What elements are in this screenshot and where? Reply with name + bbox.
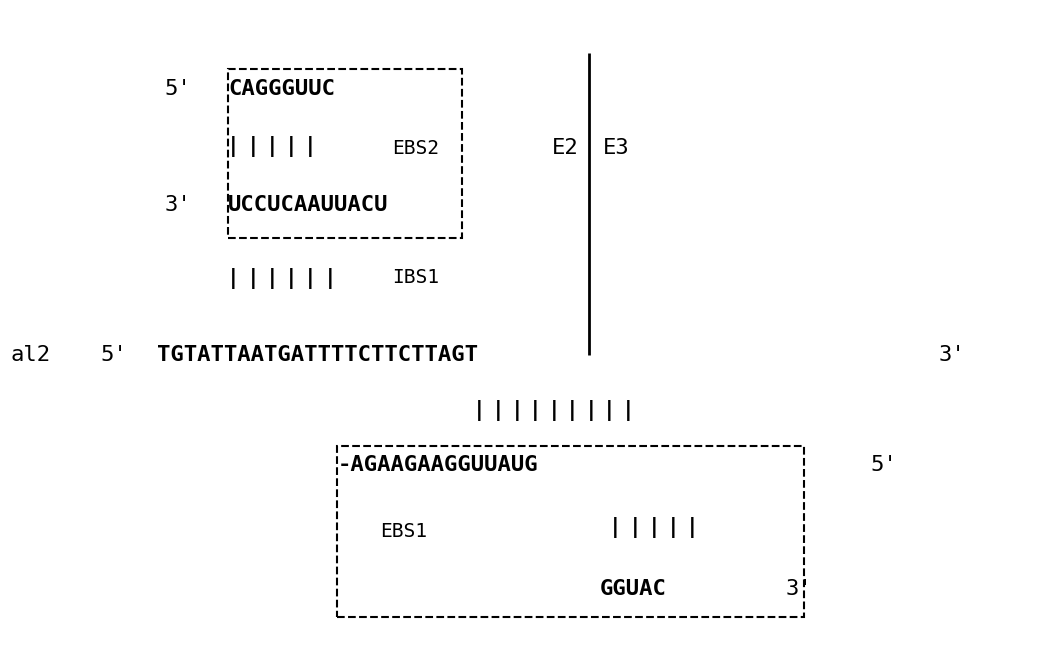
- Text: |: |: [285, 268, 298, 289]
- Text: |: |: [246, 268, 259, 289]
- Text: |: |: [585, 400, 597, 421]
- Text: |: |: [628, 517, 641, 539]
- Text: IBS1: IBS1: [393, 268, 439, 286]
- Text: |: |: [305, 268, 317, 289]
- Text: |: |: [492, 400, 504, 421]
- Text: GGUAC: GGUAC: [599, 579, 666, 599]
- Text: |: |: [510, 400, 523, 421]
- Text: EBS2: EBS2: [393, 139, 439, 158]
- Text: |: |: [609, 517, 622, 539]
- Text: 5': 5': [101, 345, 127, 365]
- Text: |: |: [604, 400, 615, 421]
- Text: CAGGGUUC: CAGGGUUC: [228, 79, 335, 99]
- Text: |: |: [227, 268, 240, 289]
- Text: E2: E2: [552, 139, 578, 158]
- Text: |: |: [667, 517, 680, 539]
- Text: |: |: [285, 136, 298, 157]
- Text: |: |: [246, 136, 259, 157]
- Text: E3: E3: [603, 139, 629, 158]
- Text: 3': 3': [164, 195, 191, 214]
- Text: |: |: [265, 268, 278, 289]
- Text: |: |: [567, 400, 578, 421]
- Text: |: |: [647, 517, 660, 539]
- Text: |: |: [547, 400, 560, 421]
- Text: 5': 5': [164, 79, 191, 99]
- Text: 5': 5': [870, 455, 897, 475]
- Text: -AGAAGAAGGUUAUG: -AGAAGAAGGUUAUG: [337, 455, 538, 475]
- Text: 3': 3': [785, 579, 812, 599]
- Text: |: |: [473, 400, 486, 421]
- Text: |: |: [265, 136, 278, 157]
- Text: UCCUCAAUUACU: UCCUCAAUUACU: [228, 195, 388, 214]
- Text: |: |: [686, 517, 699, 539]
- Bar: [228, 69, 462, 238]
- Text: TGTATTAATGATTTTCTTCTTAGT: TGTATTAATGATTTTCTTCTTAGT: [157, 345, 479, 365]
- Text: |: |: [324, 268, 336, 289]
- Text: |: |: [529, 400, 541, 421]
- Text: EBS1: EBS1: [380, 522, 427, 541]
- Text: |: |: [227, 136, 240, 157]
- Text: 3': 3': [939, 345, 966, 365]
- Text: |: |: [622, 400, 634, 421]
- Bar: [337, 446, 804, 617]
- Text: |: |: [305, 136, 317, 157]
- Text: al2: al2: [11, 345, 51, 365]
